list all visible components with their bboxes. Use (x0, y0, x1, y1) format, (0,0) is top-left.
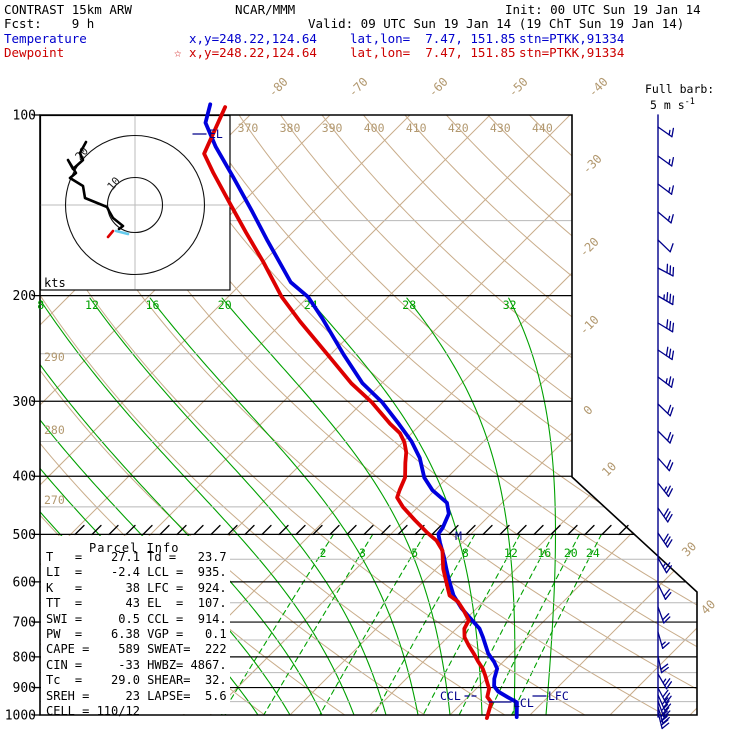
svg-text:280: 280 (44, 423, 65, 437)
station-star-icon: ☆ (174, 45, 182, 60)
level-annotations: EL M CCL LCL LFC (192, 127, 569, 710)
svg-text:1000: 1000 (5, 709, 36, 724)
svg-text:430: 430 (490, 121, 511, 135)
hodograph-ring-20 (64, 134, 206, 276)
svg-text:EL: EL (209, 127, 223, 141)
svg-text:0: 0 (581, 403, 596, 418)
wind-barb-legend: Full barb: 5 m s-1 (645, 82, 715, 112)
parcel-info-title: Parcel Info (89, 541, 180, 555)
svg-text:10: 10 (599, 459, 619, 479)
svg-text:30: 30 (679, 539, 699, 559)
svg-text:400: 400 (13, 470, 36, 485)
valid-time: Valid: 09 UTC Sun 19 Jan 14 (19 ChT Sun … (308, 16, 685, 31)
parcel-info-box (41, 536, 230, 714)
center-name: NCAR/MMM (235, 2, 296, 17)
svg-text:24: 24 (586, 546, 600, 560)
svg-text:-20: -20 (577, 235, 602, 260)
svg-text:-30: -30 (580, 152, 605, 177)
hodograph-ring-10 (106, 176, 164, 234)
dewpoint-station: stn=PTKK,91334 (519, 45, 625, 60)
svg-text:16: 16 (146, 298, 160, 312)
svg-text:800: 800 (13, 650, 36, 665)
svg-text:20: 20 (564, 546, 578, 560)
svg-text:370: 370 (238, 121, 259, 135)
svg-text:-60: -60 (426, 75, 451, 100)
model-name: CONTRAST 15km ARW (4, 2, 132, 17)
temperature-xy: x,y=248.22,124.64 (189, 31, 317, 46)
svg-text:M: M (455, 529, 462, 543)
forecast-hour: Fcst: 9 h (4, 16, 95, 31)
svg-text:-40: -40 (586, 75, 611, 100)
svg-text:32: 32 (503, 298, 517, 312)
svg-text:900: 900 (13, 681, 36, 696)
svg-text:420: 420 (448, 121, 469, 135)
svg-text:16: 16 (537, 546, 551, 560)
temperature-curve (203, 102, 519, 719)
temperature-station: stn=PTKK,91334 (519, 31, 625, 46)
svg-text:12: 12 (85, 298, 99, 312)
svg-text:40: 40 (698, 597, 718, 617)
svg-text:400: 400 (364, 121, 385, 135)
svg-text:2: 2 (319, 546, 326, 560)
svg-text:LCL: LCL (513, 696, 534, 710)
svg-text:300: 300 (13, 395, 36, 410)
temperature-legend-label: Temperature (4, 31, 87, 46)
svg-text:200: 200 (13, 289, 36, 304)
svg-text:600: 600 (13, 575, 36, 590)
dewpoint-latlon: lat,lon= 7.47, 151.85 (350, 45, 516, 60)
temperature-latlon: lat,lon= 7.47, 151.85 (350, 31, 516, 46)
svg-text:kts: kts (44, 276, 66, 290)
svg-text:-50: -50 (506, 75, 531, 100)
sounding-profiles (202, 102, 519, 721)
dewpoint-curve (202, 105, 494, 721)
svg-text:8: 8 (37, 298, 44, 312)
svg-text:390: 390 (322, 121, 343, 135)
svg-text:500: 500 (13, 528, 36, 543)
mixing-ratio-lines (213, 533, 602, 715)
svg-text:700: 700 (13, 616, 36, 631)
svg-text:CCL: CCL (440, 689, 461, 703)
svg-text:5: 5 (411, 546, 418, 560)
svg-text:28: 28 (402, 298, 416, 312)
svg-text:270: 270 (44, 493, 65, 507)
svg-text:-70: -70 (346, 75, 371, 100)
svg-text:20: 20 (218, 298, 232, 312)
svg-text:3: 3 (359, 546, 366, 560)
init-time: Init: 00 UTC Sun 19 Jan 14 (505, 2, 701, 17)
dewpoint-legend-label: Dewpoint (4, 45, 65, 60)
melting-level-hatches (74, 524, 629, 536)
svg-text:290: 290 (44, 350, 65, 364)
dewpoint-xy: x,y=248.22,124.64 (189, 45, 317, 60)
svg-text:100: 100 (13, 109, 36, 124)
svg-text:8: 8 (462, 546, 469, 560)
svg-text:12: 12 (504, 546, 518, 560)
svg-text:-80: -80 (266, 75, 291, 100)
parcel-info-table: T = 27.1 Td = 23.7 LI = -2.4 LCL = 935. … (46, 550, 227, 719)
svg-text:-10: -10 (577, 313, 602, 338)
svg-text:380: 380 (280, 121, 301, 135)
svg-text:LFC: LFC (548, 689, 569, 703)
wind-barb-column (657, 114, 675, 730)
svg-text:440: 440 (532, 121, 553, 135)
svg-text:410: 410 (406, 121, 427, 135)
